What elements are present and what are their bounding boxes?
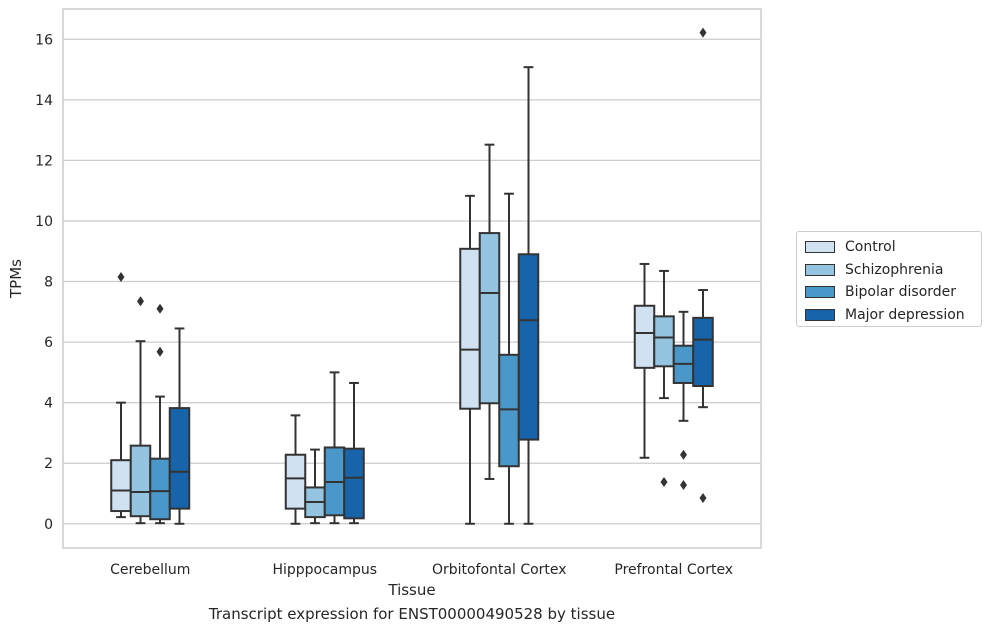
box-schizophrenia [129,296,152,525]
outlier-point [660,476,668,487]
outlier-point [699,493,707,504]
iqr-box [633,304,656,369]
iqr-box [149,457,171,521]
x-tick-labels: Cerebellum Hipppocampus Orbitofontal Corte… [110,562,733,578]
box-bipolar-disorder [498,192,520,525]
legend-item: Control [805,236,981,259]
iqr-box [653,315,675,368]
legend-label: Bipolar disorder [845,284,957,301]
iqr-box [517,253,540,441]
legend-swatch [805,308,835,321]
box-bipolar-disorder [672,310,695,491]
iqr-box [478,232,501,405]
y-tick-label: 0 [44,517,53,533]
y-tick-label: 2 [44,456,53,472]
y-tick-label: 14 [35,93,53,109]
x-tick-label: Prefrontal Cortex [614,562,733,578]
y-tick-label: 4 [44,396,53,412]
outlier-point [680,480,687,491]
x-axis-label: Tissue [387,581,435,599]
chart-title: Transcript expression for ENST0000049052… [208,605,616,623]
plot-area-frame [62,8,762,549]
box-control [633,262,656,459]
y-axis-label: TPMs [7,259,25,299]
y-gridlines [63,38,761,525]
x-tick-label: Cerebellum [110,562,190,578]
outlier-point [117,271,125,282]
box-bipolar-disorder [323,371,346,525]
box-major-depression [517,66,540,525]
box-schizophrenia [304,448,326,525]
legend-swatch [805,286,835,299]
y-tick-labels: 0 2 4 6 8 10 12 14 16 [35,32,53,532]
box-major-depression [692,27,714,504]
outlier-point [156,303,164,314]
iqr-box [284,453,307,510]
outlier-point [137,296,144,307]
outlier-point [699,27,707,38]
box-control [459,194,481,525]
legend-item: Bipolar disorder [805,281,981,304]
legend-swatch [805,241,835,254]
iqr-box [498,353,520,468]
iqr-box [343,447,365,520]
box-bipolar-disorder [149,303,171,525]
box-schizophrenia [478,143,501,480]
box-control [284,414,307,525]
x-tick-label: Hipppocampus [272,562,377,578]
legend-label: Control [845,239,896,256]
legend-item: Major depression [805,304,981,327]
outlier-point [680,449,687,460]
box-major-depression [168,327,191,525]
legend-item: Schizophrenia [805,259,981,282]
y-tick-label: 10 [35,214,53,230]
box-major-depression [343,381,365,525]
y-tick-label: 12 [35,153,53,169]
iqr-box [110,459,132,513]
box-control [110,271,132,519]
iqr-box [459,247,481,410]
box-schizophrenia [653,269,675,487]
y-tick-label: 8 [44,275,53,291]
x-tick-label: Orbitofontal Cortex [432,562,567,578]
iqr-box [129,444,152,518]
legend: Control Schizophrenia Bipolar disorder Majo… [796,231,982,327]
y-tick-label: 6 [44,335,53,351]
legend-label: Schizophrenia [845,261,944,278]
iqr-box [692,316,714,387]
y-tick-label: 16 [35,32,53,48]
legend-swatch [805,263,835,276]
iqr-box [168,407,191,510]
legend-label: Major depression [845,306,965,323]
outlier-point [156,346,164,357]
box-groups [110,27,714,525]
